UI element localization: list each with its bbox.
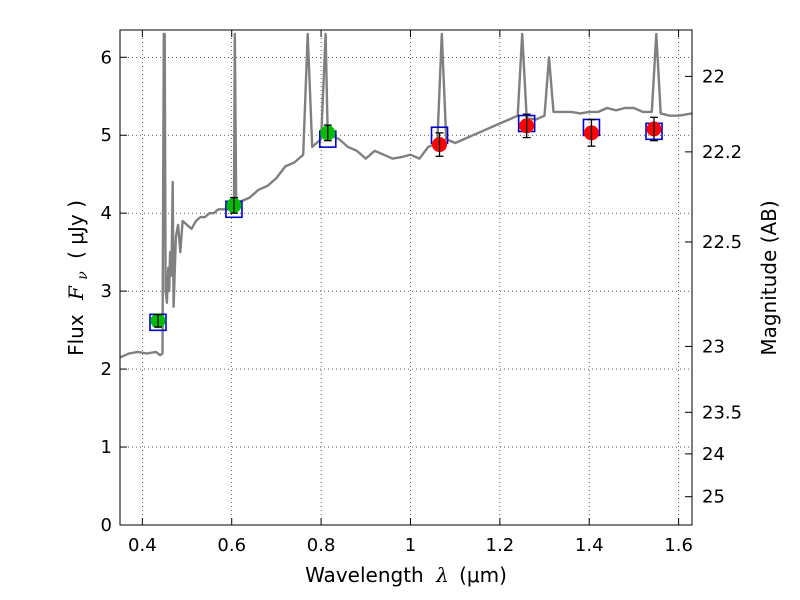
y2-tick-label: 22	[702, 66, 725, 87]
x-tick-label: 0.8	[307, 535, 336, 556]
x-tick-label: 1	[405, 535, 416, 556]
x-tick-label: 1.6	[664, 535, 693, 556]
y-tick-label: 1	[101, 437, 112, 458]
grid-lines	[120, 30, 692, 526]
y2-tick-label: 25	[702, 487, 725, 508]
x-tick-label: 0.6	[217, 535, 246, 556]
y2-tick-label: 23.5	[702, 402, 742, 423]
x-axis-label-text: Wavelength	[305, 563, 424, 587]
ticks-layer: 0.4 0.6 0.8 1 1.2 1.4 1.601234562222.222.52323…	[101, 30, 742, 556]
plot-layer	[120, 32, 692, 359]
x-axis-label: Wavelength λ (μm)	[305, 563, 507, 587]
x-tick-label: 0.4	[128, 535, 157, 556]
y-tick-label: 2	[101, 359, 112, 380]
x-axis-label-symbol: λ	[435, 563, 449, 587]
y2-tick-label: 24	[702, 444, 725, 465]
y-axis-label-subscript: ν	[75, 271, 91, 280]
y-axis-label: Flux F ν ( μJy )	[64, 200, 92, 356]
y2-tick-label: 22.2	[702, 142, 742, 163]
y-tick-label: 4	[101, 203, 112, 224]
plot-frame	[119, 29, 693, 526]
y2-axis-label: Magnitude (AB)	[757, 200, 781, 355]
x-axis-label-unit: (μm)	[459, 563, 507, 587]
y-tick-label: 5	[101, 125, 112, 146]
y2-tick-label: 23	[702, 336, 725, 357]
y-tick-label: 3	[101, 281, 112, 302]
y-tick-label: 6	[101, 47, 112, 68]
y-axis-label-symbol: F	[64, 285, 88, 301]
x-tick-label: 1.2	[486, 535, 515, 556]
x-tick-label: 1.4	[575, 535, 604, 556]
model-spectrum-line	[120, 32, 692, 359]
y-axis-label-unit: ( μJy )	[64, 200, 88, 259]
y2-tick-label: 22.5	[702, 232, 742, 253]
y-axis-label-text: Flux	[64, 314, 88, 356]
y-tick-label: 0	[101, 515, 112, 536]
